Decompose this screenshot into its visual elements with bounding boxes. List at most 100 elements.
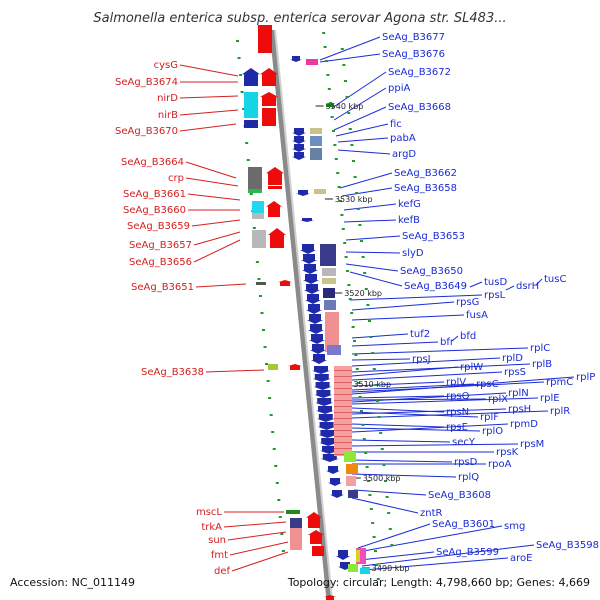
gene-arrow-reverse (290, 56, 302, 62)
gene-arrow-reverse (320, 446, 338, 454)
feature-dot (258, 295, 262, 297)
gene-label-right: tuf2 (410, 329, 430, 340)
gene-arrow-forward (278, 280, 292, 286)
feature-dot (265, 363, 269, 365)
gene-label-right: rpsN (446, 407, 469, 418)
gene-block (310, 128, 322, 134)
gene-arrow-reverse (310, 344, 326, 354)
gene-label-right: rpsH (508, 404, 531, 415)
kbp-label: 3490 kbp (372, 564, 410, 573)
right-connector (351, 347, 529, 355)
gene-block (322, 278, 336, 284)
feature-dot (362, 438, 366, 440)
gene-arrow-reverse (292, 128, 306, 136)
feature-dot (372, 368, 376, 370)
left-connector (193, 239, 241, 263)
gene-arrow-forward (324, 595, 336, 600)
gene-label-right: SeAg_B3649 (404, 281, 467, 292)
feature-dot (342, 64, 346, 66)
gene-arrow-reverse (328, 478, 342, 486)
feature-dot (344, 256, 348, 258)
feature-dot (364, 288, 368, 290)
gene-block (252, 230, 266, 248)
right-connector (359, 551, 435, 561)
feature-dot (334, 158, 338, 160)
feature-dot (374, 384, 378, 386)
gene-block (252, 201, 264, 213)
gene-label-right: tusD (484, 277, 507, 288)
gene-label-right: fusA (466, 310, 488, 321)
gene-block (334, 442, 352, 443)
right-connector (351, 443, 519, 447)
gene-label-right: slyD (402, 248, 424, 259)
gene-label-right: rplD (502, 353, 523, 364)
gene-block (334, 430, 352, 431)
right-connector (343, 203, 397, 211)
left-connector (179, 123, 237, 132)
left-connector (187, 193, 241, 201)
right-connector (351, 423, 445, 428)
feature-dot (376, 578, 380, 580)
gene-label-right: SeAg_B3608 (428, 490, 491, 501)
gene-block (334, 412, 352, 413)
gene-arrow-reverse (305, 294, 321, 304)
gene-arrow-forward (308, 530, 324, 544)
right-connector (345, 263, 399, 272)
feature-dot (262, 329, 266, 331)
gene-label-right: fic (390, 119, 402, 130)
right-connector (351, 395, 445, 399)
gene-arrow-reverse (303, 274, 319, 284)
gene-label-right: rpsQ (446, 391, 470, 402)
gene-label-right: rplR (550, 406, 570, 417)
right-connector (535, 278, 543, 286)
right-connector (351, 439, 451, 443)
feature-dot (354, 354, 358, 356)
feature-dot (376, 400, 379, 402)
gene-label-left: mscL (196, 507, 222, 518)
right-connector (351, 376, 575, 395)
gene-label-right: rpsJ (412, 354, 431, 365)
feature-dot (388, 528, 392, 530)
genome-summary-text: Topology: circular; Length: 4,798,660 bp… (287, 576, 590, 589)
right-connector (361, 544, 535, 567)
gene-block (334, 424, 352, 425)
feature-dot (371, 522, 375, 524)
feature-dot (368, 320, 371, 322)
gene-label-left: SeAg_B3670 (115, 126, 178, 137)
gene-block (334, 418, 352, 419)
gene-label-right: kefG (398, 199, 421, 210)
gene-block (310, 148, 322, 160)
right-connector (351, 497, 419, 514)
gene-arrow-reverse (308, 324, 324, 334)
feature-dot (380, 448, 384, 450)
gene-label-right: SeAg_B3658 (394, 183, 457, 194)
feature-dots (236, 32, 394, 580)
gene-block (324, 300, 336, 310)
gene-block (322, 268, 336, 276)
left-connector (191, 219, 241, 227)
gene-label-right: SeAg_B3599 (436, 547, 499, 558)
feature-dot (375, 564, 379, 566)
feature-dot (323, 46, 327, 48)
feature-dot (249, 193, 253, 195)
right-connector (349, 294, 483, 301)
right-connector (339, 172, 393, 189)
feature-dot (368, 494, 372, 496)
gene-label-right: rplE (540, 393, 560, 404)
gene-block (334, 448, 352, 449)
feature-dot (326, 74, 330, 76)
gene-block (262, 108, 276, 126)
gene-label-left: trkA (201, 522, 222, 533)
gene-label-left: sun (208, 535, 226, 546)
gene-arrow-reverse (330, 490, 344, 498)
gene-arrow-reverse (304, 284, 320, 294)
right-connector (351, 397, 539, 405)
feature-dot (333, 144, 337, 146)
gene-arrow-reverse (318, 430, 337, 438)
gene-label-left: SeAg_B3657 (129, 240, 192, 251)
gene-label-right: aroE (510, 553, 532, 564)
feature-dot (274, 465, 278, 467)
gene-label-right: rpmD (510, 419, 538, 430)
gene-arrow-reverse (336, 550, 350, 560)
gene-block (244, 92, 258, 118)
